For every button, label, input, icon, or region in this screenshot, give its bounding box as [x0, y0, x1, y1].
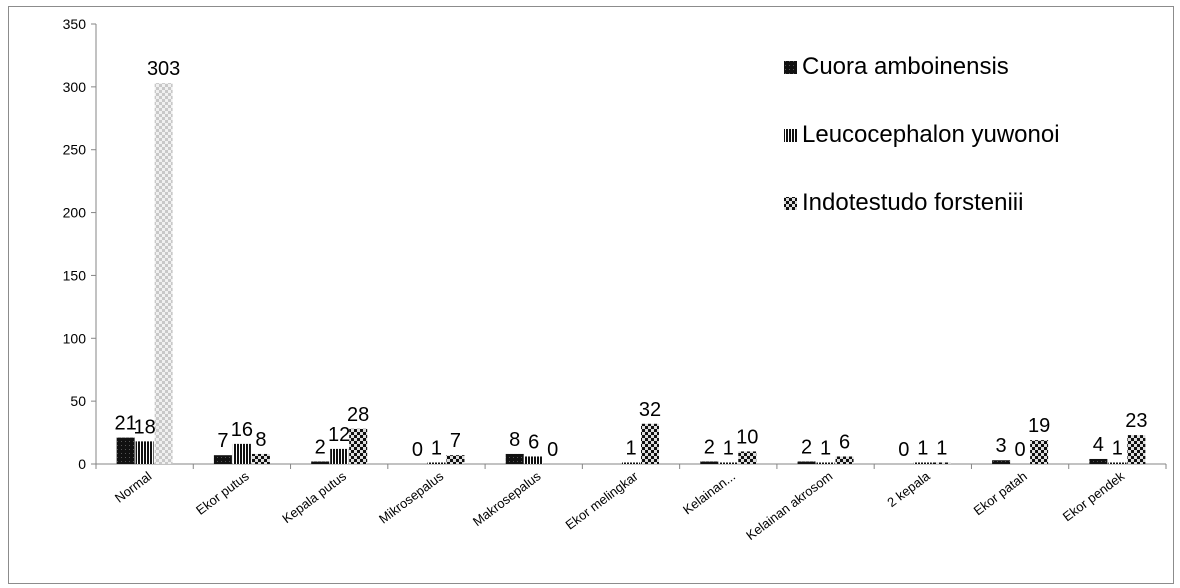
bar [330, 448, 349, 464]
data-label: 21 [115, 413, 137, 435]
bar [1127, 435, 1146, 464]
x-tick-label: Kelainan... [680, 468, 738, 517]
bar [135, 441, 154, 464]
legend-swatch [784, 197, 797, 210]
data-label: 1 [1112, 438, 1123, 460]
bar [524, 456, 543, 464]
data-label: 19 [1028, 415, 1050, 437]
y-tick-label: 0 [78, 456, 86, 472]
x-tick-label: Ekor pendek [1060, 468, 1128, 524]
x-tick-label: Normal [112, 468, 155, 505]
bar [213, 455, 232, 464]
data-label: 1 [431, 438, 442, 460]
data-label: 0 [898, 439, 909, 461]
data-label: 1 [625, 438, 636, 460]
chart-frame [8, 6, 1174, 584]
bar [311, 461, 330, 464]
bar [738, 451, 757, 464]
x-tick-label: Kelainan akrosom [743, 468, 835, 543]
legend-label: Cuora amboinensis [802, 53, 1009, 80]
data-label: 28 [347, 404, 369, 426]
y-tick-label: 50 [70, 393, 86, 409]
legend-swatch [784, 61, 797, 74]
bar [835, 456, 854, 464]
legend: Cuora amboinensis Leucocephalon yuwonoi In… [784, 53, 1060, 216]
bar [622, 462, 640, 464]
bar [992, 460, 1011, 464]
y-tick-label: 200 [63, 205, 87, 221]
bar [116, 437, 135, 464]
data-label: 303 [147, 58, 180, 80]
data-label: 1 [936, 438, 947, 460]
data-label: 8 [509, 429, 520, 451]
bar [251, 453, 270, 464]
bar [1030, 440, 1049, 464]
data-label: 1 [917, 438, 928, 460]
x-tick-label: Ekor patah [971, 468, 1030, 518]
data-label: 23 [1125, 410, 1147, 432]
bar [154, 83, 173, 464]
data-label: 0 [412, 439, 423, 461]
bar [505, 453, 524, 464]
data-label: 12 [328, 424, 350, 446]
legend-label: Leucocephalon yuwonoi [802, 121, 1060, 148]
legend-swatch [784, 129, 797, 142]
x-tick-label: Kepala putus [279, 468, 349, 526]
data-label: 6 [528, 431, 539, 453]
bar [1089, 458, 1108, 464]
y-tick-label: 100 [63, 330, 87, 346]
bar [913, 462, 932, 464]
bar [700, 461, 719, 464]
x-tick-label: Ekor melingkar [563, 468, 642, 533]
x-tick-label: Ekor putus [193, 468, 252, 518]
data-label: 2 [315, 436, 326, 458]
bar [349, 428, 368, 464]
bar [719, 462, 738, 464]
bar [816, 462, 835, 464]
bar [932, 462, 951, 464]
data-label: 7 [217, 430, 228, 452]
bar [446, 455, 465, 464]
data-label: 0 [1015, 439, 1026, 461]
data-label: 10 [736, 426, 758, 448]
bar [427, 462, 446, 464]
legend-label: Indotestudo forsteniii [802, 189, 1023, 216]
data-label: 4 [1093, 434, 1104, 456]
data-label: 1 [820, 438, 831, 460]
data-label: 1 [723, 438, 734, 460]
data-label: 2 [704, 436, 715, 458]
y-tick-label: 250 [63, 142, 87, 158]
y-tick-label: 300 [63, 79, 87, 95]
data-label: 32 [639, 399, 661, 421]
data-label: 2 [801, 436, 812, 458]
bars [116, 83, 1146, 464]
data-label: 8 [255, 429, 266, 451]
bar [1108, 462, 1127, 464]
data-label: 6 [839, 431, 850, 453]
x-tick-label: Mikrosepalus [376, 468, 447, 526]
x-tick-label: Makrosepalus [470, 468, 544, 529]
y-tick-label: 150 [63, 267, 87, 283]
data-label: 7 [450, 430, 461, 452]
bar [232, 443, 251, 464]
data-label: 3 [996, 435, 1007, 457]
x-tick-label: 2 kepala [884, 468, 933, 510]
data-label: 16 [231, 419, 253, 441]
data-label: 18 [134, 416, 156, 438]
y-tick-label: 350 [63, 16, 87, 32]
bar [797, 461, 816, 464]
bar [641, 423, 659, 464]
data-label: 0 [547, 439, 558, 461]
